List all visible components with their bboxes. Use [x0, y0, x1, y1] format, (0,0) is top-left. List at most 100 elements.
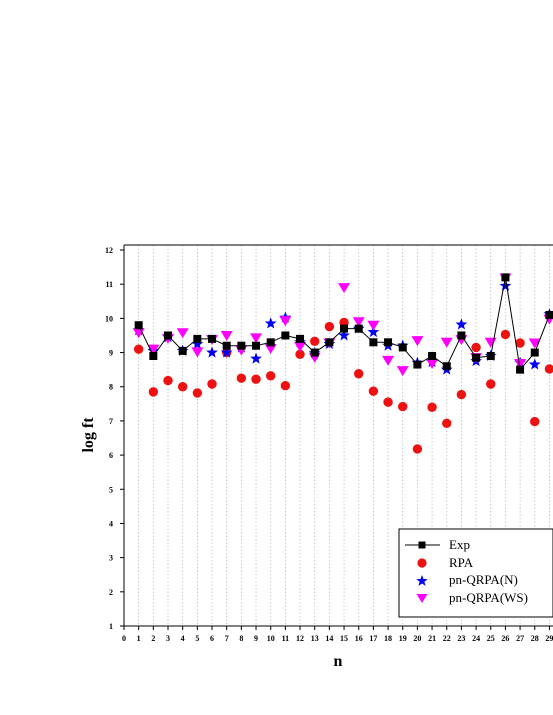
data-point: [442, 362, 451, 371]
data-point: [176, 328, 189, 339]
data-point: [310, 348, 319, 357]
series-marks: [132, 273, 553, 454]
data-point: [206, 346, 218, 358]
data-point: [471, 342, 481, 353]
data-point: [412, 444, 423, 454]
data-point: [207, 379, 217, 389]
data-point: [340, 324, 349, 333]
legend-label-rpa: RPA: [449, 555, 474, 570]
data-point: [193, 334, 202, 343]
data-point: [545, 310, 553, 319]
x-tick-label: 10: [267, 634, 275, 643]
data-point: [456, 389, 467, 400]
legend: Exp RPA pn-QRPA(N) pn-QRPA(WS): [398, 528, 553, 618]
data-point: [296, 334, 305, 343]
data-point: [294, 341, 307, 352]
data-point: [514, 358, 527, 369]
x-tick-label: 6: [210, 634, 214, 643]
data-point: [426, 358, 439, 369]
x-tick-label: 1: [137, 634, 141, 643]
grid-lines: [138, 245, 550, 626]
data-point: [472, 353, 481, 362]
legend-label-pn-qrpa-n: pn-QRPA(N): [449, 572, 518, 587]
data-point: [280, 381, 291, 391]
legend-item-pn-qrpa-ws: pn-QRPA(WS): [416, 590, 528, 605]
y-tick-label: 12: [105, 246, 113, 255]
x-tick-label: 4: [181, 634, 185, 643]
x-tick-label: 21: [428, 634, 436, 643]
data-point: [295, 349, 305, 359]
y-tick-label: 1: [109, 622, 113, 631]
x-tick-label: 25: [487, 634, 495, 643]
data-point: [281, 331, 290, 340]
data-point: [264, 317, 277, 329]
x-tick-label: 29: [545, 634, 553, 643]
y-tick-label: 9: [109, 349, 113, 358]
data-point: [427, 402, 437, 412]
x-axis-title: n: [334, 653, 343, 670]
x-tick-label: 2: [151, 634, 155, 643]
data-point: [411, 336, 424, 347]
data-point: [398, 343, 407, 352]
data-point: [354, 369, 364, 379]
y-tick-label: 4: [109, 519, 113, 528]
x-tick-label: 15: [340, 634, 348, 643]
data-point: [220, 330, 233, 341]
data-point: [325, 338, 334, 347]
legend-marker-pn-qrpa-n: [416, 575, 428, 586]
data-point: [484, 337, 497, 348]
x-tick-label: 11: [282, 634, 290, 643]
data-point: [208, 334, 217, 343]
y-tick-label: 7: [109, 417, 113, 426]
data-point: [413, 360, 422, 369]
y-tick-label: 3: [109, 554, 113, 563]
data-point: [398, 401, 408, 412]
series-exp: [134, 273, 553, 374]
x-tick-label: 26: [501, 634, 509, 643]
legend-marker-pn-qrpa-ws: [416, 594, 428, 603]
data-point: [528, 338, 541, 349]
x-tick-label: 14: [325, 634, 333, 643]
data-point: [499, 279, 512, 291]
data-point: [544, 364, 553, 374]
x-tick-label: 19: [399, 634, 407, 643]
x-tick-label: 9: [254, 634, 258, 643]
data-point: [383, 397, 393, 407]
data-point: [251, 374, 261, 384]
data-point: [149, 351, 158, 360]
data-point: [266, 338, 275, 347]
data-point: [428, 351, 437, 360]
data-point: [516, 365, 525, 374]
data-point: [338, 329, 350, 341]
data-point: [310, 336, 320, 346]
data-point: [266, 371, 276, 381]
data-point: [237, 341, 246, 350]
data-point: [236, 373, 247, 383]
x-tick-label: 24: [472, 634, 480, 643]
x-tick-label: 27: [516, 634, 524, 643]
legend-marker-exp: [418, 541, 426, 549]
data-point: [352, 317, 365, 328]
data-point: [440, 337, 453, 348]
data-point: [148, 387, 159, 397]
data-point: [252, 341, 261, 350]
data-point: [191, 337, 204, 350]
data-point: [368, 386, 379, 396]
x-tick-label: 16: [355, 634, 363, 643]
x-tick-label: 20: [413, 634, 421, 643]
y-tick-label: 10: [105, 314, 113, 323]
data-point: [279, 316, 292, 327]
x-tick-label: 8: [239, 634, 243, 643]
data-point: [192, 388, 203, 398]
x-tick-label: 7: [225, 634, 229, 643]
legend-item-pn-qrpa-n: pn-QRPA(N): [416, 572, 518, 587]
legend-item-exp: Exp: [405, 537, 470, 552]
data-point: [457, 331, 466, 340]
y-tick-label: 5: [109, 485, 113, 494]
data-point: [396, 366, 409, 377]
data-point: [530, 416, 540, 427]
data-point: [515, 338, 525, 348]
data-point: [367, 320, 380, 331]
x-tick-label: 22: [443, 634, 451, 643]
data-point: [324, 321, 335, 332]
